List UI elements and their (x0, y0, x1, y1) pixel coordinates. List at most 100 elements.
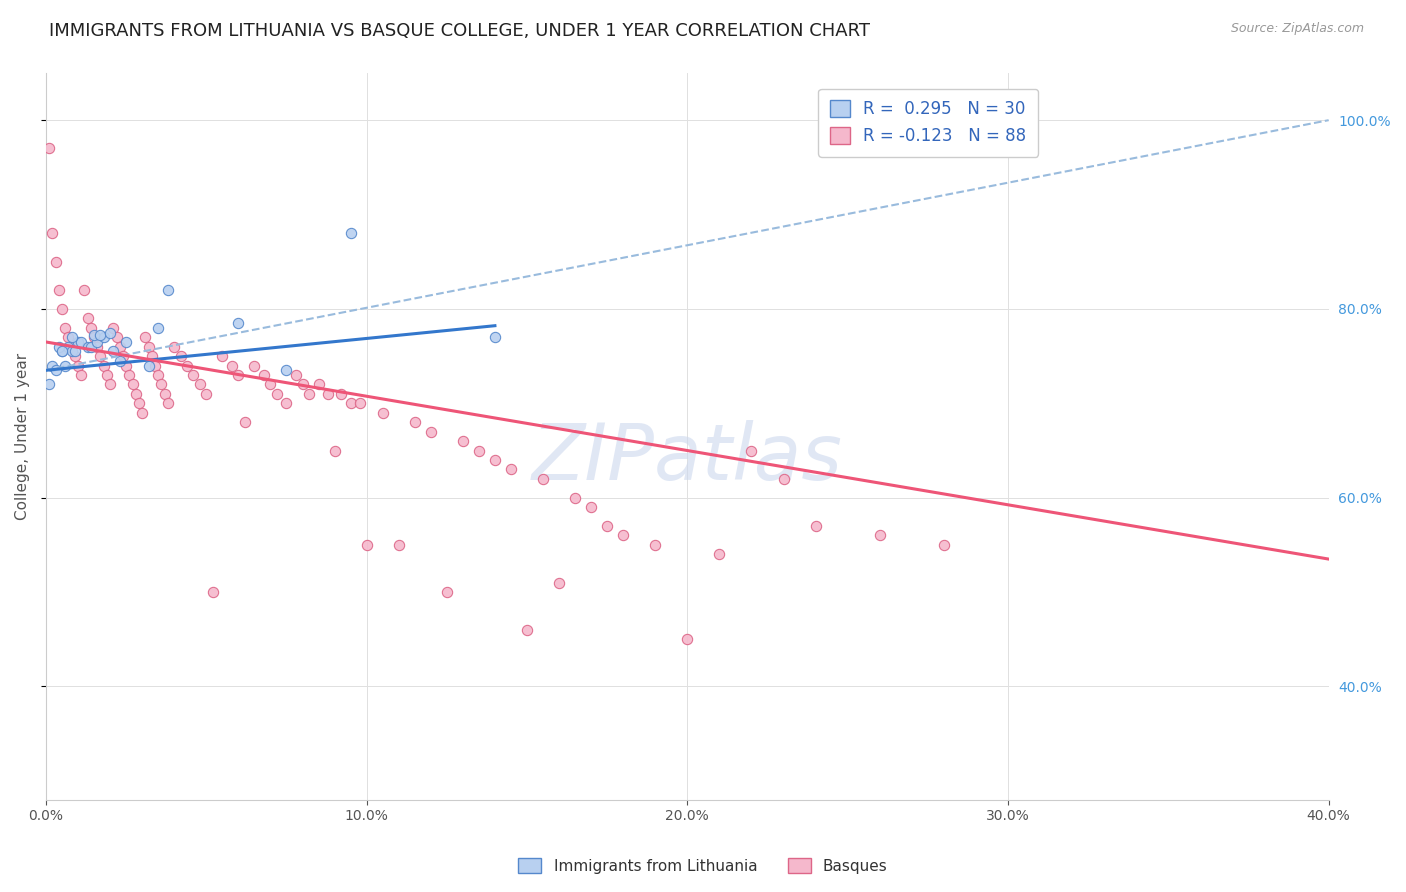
Point (80, 321, 103, 335)
Point (138, 340, 160, 354)
Point (51, 301, 73, 316)
Point (316, 387, 339, 401)
Point (53, 359, 76, 373)
Point (38, 141, 60, 155)
Point (869, 528, 891, 542)
Point (141, 349, 163, 363)
Point (58, 340, 80, 354)
Point (63, 349, 86, 363)
Point (118, 368, 141, 382)
Text: Source: ZipAtlas.com: Source: ZipAtlas.com (1230, 22, 1364, 36)
Point (564, 491, 586, 505)
Point (143, 359, 166, 373)
Point (41, 227, 63, 241)
Point (83, 330, 105, 344)
Point (276, 363, 298, 377)
Point (211, 349, 233, 363)
Point (45, 254, 67, 268)
Point (499, 462, 522, 476)
Point (356, 538, 378, 552)
Point (70, 334, 93, 349)
Y-axis label: College, Under 1 year: College, Under 1 year (15, 353, 30, 520)
Point (388, 538, 411, 552)
Point (53, 321, 76, 335)
Point (772, 472, 794, 486)
Point (89, 328, 111, 343)
Point (176, 359, 198, 373)
Point (67, 359, 90, 373)
Point (131, 406, 153, 420)
Point (98, 326, 121, 340)
Point (404, 415, 426, 429)
Point (105, 330, 128, 344)
Point (253, 368, 276, 382)
Point (76, 340, 98, 354)
Point (148, 321, 170, 335)
Point (48, 340, 70, 354)
Point (291, 377, 314, 392)
Point (51, 344, 73, 359)
Point (740, 443, 762, 458)
Point (70, 368, 93, 382)
Point (111, 349, 134, 363)
Point (195, 387, 218, 401)
Point (86, 334, 108, 349)
Point (96, 368, 118, 382)
Point (93, 359, 115, 373)
Point (38, 377, 60, 392)
Point (73, 283, 96, 297)
Point (932, 538, 955, 552)
Point (169, 349, 191, 363)
Point (709, 547, 731, 561)
Point (436, 585, 458, 599)
Point (60, 330, 83, 344)
Point (188, 377, 211, 392)
Legend: R =  0.295   N = 30, R = -0.123   N = 88: R = 0.295 N = 30, R = -0.123 N = 88 (818, 88, 1038, 157)
Point (468, 443, 491, 458)
Point (98, 377, 121, 392)
Point (644, 538, 666, 552)
Point (60, 344, 83, 359)
Point (612, 528, 634, 542)
Point (103, 344, 125, 359)
Point (349, 396, 371, 410)
Point (83, 328, 105, 343)
Point (80, 340, 103, 354)
Point (201, 585, 224, 599)
Point (156, 396, 179, 410)
Text: ZIPatlas: ZIPatlas (531, 420, 842, 496)
Point (243, 359, 266, 373)
Point (451, 434, 474, 448)
Point (339, 396, 361, 410)
Point (128, 396, 150, 410)
Point (579, 500, 602, 515)
Point (266, 387, 288, 401)
Point (156, 283, 179, 297)
Point (419, 425, 441, 439)
Point (804, 519, 827, 533)
Point (48, 283, 70, 297)
Point (121, 377, 143, 392)
Point (115, 359, 138, 373)
Point (516, 623, 538, 637)
Point (108, 340, 131, 354)
Point (153, 387, 176, 401)
Point (484, 453, 506, 467)
Point (330, 387, 353, 401)
Point (371, 406, 394, 420)
Point (221, 359, 243, 373)
Point (298, 387, 321, 401)
Point (103, 321, 125, 335)
Point (138, 359, 160, 373)
Point (596, 519, 619, 533)
Point (148, 368, 170, 382)
Point (276, 396, 298, 410)
Point (115, 334, 138, 349)
Text: IMMIGRANTS FROM LITHUANIA VS BASQUE COLLEGE, UNDER 1 YEAR CORRELATION CHART: IMMIGRANTS FROM LITHUANIA VS BASQUE COLL… (49, 22, 870, 40)
Point (259, 377, 281, 392)
Point (58, 330, 80, 344)
Point (531, 472, 554, 486)
Point (108, 354, 131, 368)
Point (51, 344, 73, 359)
Point (67, 334, 90, 349)
